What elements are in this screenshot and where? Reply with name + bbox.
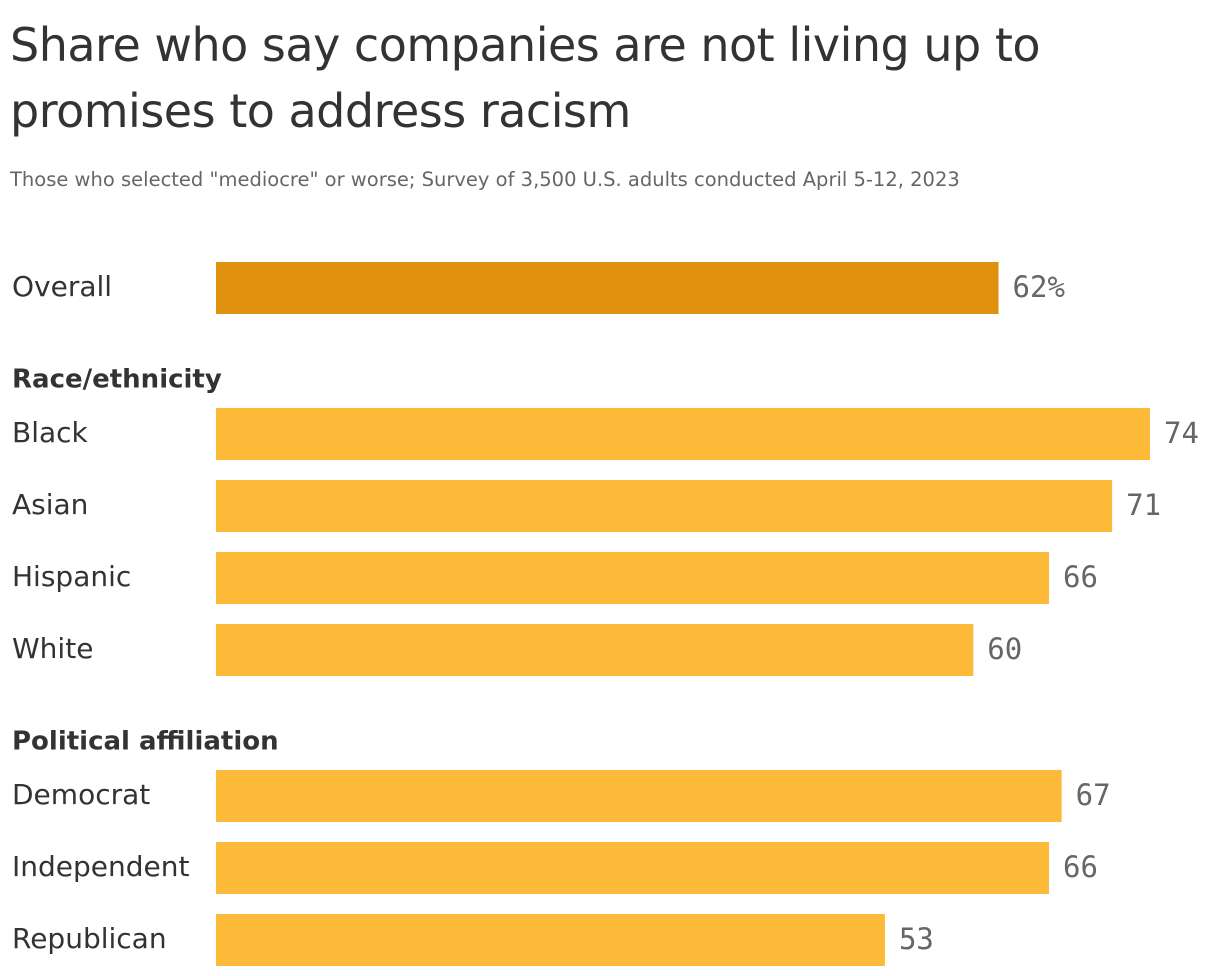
category-label: Black xyxy=(12,416,89,449)
bar xyxy=(216,408,1150,460)
chart-title: Share who say companies are not living u… xyxy=(10,18,1041,138)
bar xyxy=(216,842,1050,894)
bar xyxy=(216,624,974,676)
group-label: Political affiliation xyxy=(12,727,279,757)
value-label: 66 xyxy=(1063,560,1098,594)
bar xyxy=(216,914,885,966)
category-label: Democrat xyxy=(12,778,150,811)
value-label: 71 xyxy=(1126,488,1161,522)
category-label: White xyxy=(12,632,93,665)
value-label: 60 xyxy=(987,632,1022,666)
category-label: Independent xyxy=(12,850,189,883)
bar xyxy=(216,480,1113,532)
value-label: 66 xyxy=(1063,850,1098,884)
category-label: Asian xyxy=(12,488,88,521)
category-label: Hispanic xyxy=(12,560,131,593)
category-label: Overall xyxy=(12,270,112,303)
value-label: 53 xyxy=(899,922,934,956)
category-label: Republican xyxy=(12,922,167,955)
bar xyxy=(216,262,999,314)
value-label: 67 xyxy=(1076,778,1111,812)
value-label: 62% xyxy=(1013,270,1065,304)
group-label: Race/ethnicity xyxy=(12,365,222,395)
bar xyxy=(216,770,1062,822)
chart-subtitle: Those who selected "mediocre" or worse; … xyxy=(10,168,960,191)
value-label: 74 xyxy=(1164,416,1199,450)
bar xyxy=(216,552,1050,604)
